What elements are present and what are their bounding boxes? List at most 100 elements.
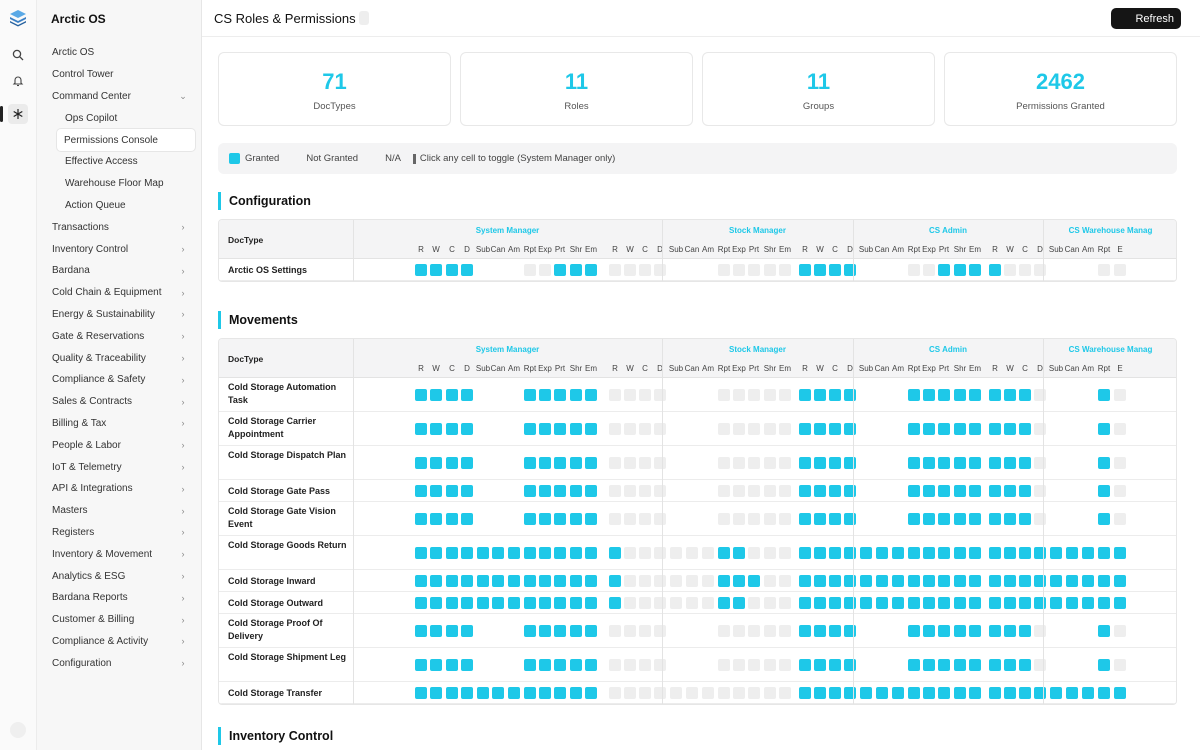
permission-cell-not-granted[interactable] xyxy=(1114,485,1126,497)
permission-cell-granted[interactable] xyxy=(814,597,826,609)
permission-cell-granted[interactable] xyxy=(954,597,966,609)
permission-cell-granted[interactable] xyxy=(718,597,730,609)
permission-cell-not-granted[interactable] xyxy=(1034,264,1046,276)
permission-cell-granted[interactable] xyxy=(860,547,872,559)
permission-cell-granted[interactable] xyxy=(415,264,427,276)
permission-cell-not-granted[interactable] xyxy=(609,423,621,435)
permission-cell-granted[interactable] xyxy=(876,687,888,699)
permission-cell-granted[interactable] xyxy=(430,485,442,497)
permission-cell-not-granted[interactable] xyxy=(639,625,651,637)
permission-cell-granted[interactable] xyxy=(508,575,520,587)
permission-cell-granted[interactable] xyxy=(923,687,935,699)
permission-cell-not-granted[interactable] xyxy=(686,597,698,609)
permission-cell-granted[interactable] xyxy=(461,513,473,525)
permission-cell-granted[interactable] xyxy=(554,659,566,671)
permission-cell-granted[interactable] xyxy=(554,264,566,276)
permission-cell-granted[interactable] xyxy=(539,457,551,469)
permission-cell-granted[interactable] xyxy=(1034,547,1046,559)
bell-icon[interactable] xyxy=(8,71,28,91)
permission-cell-granted[interactable] xyxy=(954,687,966,699)
permission-cell-granted[interactable] xyxy=(989,485,1001,497)
permission-cell-granted[interactable] xyxy=(908,485,920,497)
permission-cell-granted[interactable] xyxy=(446,457,458,469)
permission-cell-granted[interactable] xyxy=(923,389,935,401)
permission-cell-not-granted[interactable] xyxy=(639,513,651,525)
sidebar-item[interactable]: Gate & Reservations › xyxy=(45,325,195,347)
sidebar-item[interactable]: Permissions Console xyxy=(57,129,195,151)
permission-cell-not-granted[interactable] xyxy=(908,264,920,276)
permission-cell-not-granted[interactable] xyxy=(923,264,935,276)
permission-cell-granted[interactable] xyxy=(492,575,504,587)
permission-cell-not-granted[interactable] xyxy=(639,597,651,609)
permission-cell-granted[interactable] xyxy=(430,423,442,435)
permission-cell-granted[interactable] xyxy=(570,389,582,401)
permission-cell-granted[interactable] xyxy=(923,457,935,469)
permission-cell-not-granted[interactable] xyxy=(624,547,636,559)
permission-cell-granted[interactable] xyxy=(892,575,904,587)
permission-cell-granted[interactable] xyxy=(524,687,536,699)
permission-cell-granted[interactable] xyxy=(954,547,966,559)
permission-cell-granted[interactable] xyxy=(892,597,904,609)
permission-cell-granted[interactable] xyxy=(908,389,920,401)
permission-cell-not-granted[interactable] xyxy=(670,597,682,609)
sidebar-item[interactable]: Transactions › xyxy=(45,216,195,238)
permission-cell-granted[interactable] xyxy=(938,389,950,401)
permission-cell-granted[interactable] xyxy=(1098,597,1110,609)
permission-cell-granted[interactable] xyxy=(461,687,473,699)
permission-cell-not-granted[interactable] xyxy=(764,389,776,401)
permission-cell-not-granted[interactable] xyxy=(654,389,666,401)
permission-cell-not-granted[interactable] xyxy=(748,659,760,671)
permission-cell-not-granted[interactable] xyxy=(748,625,760,637)
permission-cell-not-granted[interactable] xyxy=(764,687,776,699)
permission-cell-granted[interactable] xyxy=(844,423,856,435)
permission-cell-granted[interactable] xyxy=(508,547,520,559)
permission-cell-granted[interactable] xyxy=(1019,575,1031,587)
sidebar-item[interactable]: Effective Access xyxy=(45,151,195,173)
permission-cell-not-granted[interactable] xyxy=(779,575,791,587)
permission-cell-granted[interactable] xyxy=(570,485,582,497)
permission-cell-granted[interactable] xyxy=(1004,389,1016,401)
permission-cell-granted[interactable] xyxy=(799,513,811,525)
permission-cell-granted[interactable] xyxy=(446,659,458,671)
permission-cell-granted[interactable] xyxy=(989,389,1001,401)
permission-cell-granted[interactable] xyxy=(844,687,856,699)
permission-cell-granted[interactable] xyxy=(829,485,841,497)
sidebar-item[interactable]: Warehouse Floor Map xyxy=(45,173,195,195)
permission-cell-granted[interactable] xyxy=(1019,625,1031,637)
permission-cell-granted[interactable] xyxy=(585,625,597,637)
permission-cell-granted[interactable] xyxy=(539,575,551,587)
permission-cell-not-granted[interactable] xyxy=(624,625,636,637)
permission-cell-granted[interactable] xyxy=(892,547,904,559)
permission-cell-granted[interactable] xyxy=(539,687,551,699)
permission-cell-granted[interactable] xyxy=(969,423,981,435)
permission-cell-granted[interactable] xyxy=(1098,513,1110,525)
permission-cell-granted[interactable] xyxy=(829,625,841,637)
permission-cell-not-granted[interactable] xyxy=(764,423,776,435)
sidebar-item[interactable]: API & Integrations › xyxy=(45,478,195,500)
permission-cell-granted[interactable] xyxy=(814,389,826,401)
permission-cell-granted[interactable] xyxy=(1004,625,1016,637)
permission-cell-granted[interactable] xyxy=(799,389,811,401)
permission-cell-granted[interactable] xyxy=(1098,625,1110,637)
permission-cell-granted[interactable] xyxy=(938,687,950,699)
permission-cell-granted[interactable] xyxy=(446,485,458,497)
permission-cell-not-granted[interactable] xyxy=(624,457,636,469)
permission-cell-granted[interactable] xyxy=(989,457,1001,469)
permission-cell-not-granted[interactable] xyxy=(718,423,730,435)
permission-cell-granted[interactable] xyxy=(799,625,811,637)
permission-cell-granted[interactable] xyxy=(570,513,582,525)
permission-cell-granted[interactable] xyxy=(829,687,841,699)
permission-cell-granted[interactable] xyxy=(748,575,760,587)
permission-cell-granted[interactable] xyxy=(1050,597,1062,609)
permission-cell-granted[interactable] xyxy=(461,597,473,609)
permission-cell-not-granted[interactable] xyxy=(609,625,621,637)
permission-cell-granted[interactable] xyxy=(1019,485,1031,497)
permission-cell-granted[interactable] xyxy=(1082,547,1094,559)
permission-cell-granted[interactable] xyxy=(954,575,966,587)
permission-cell-not-granted[interactable] xyxy=(1034,423,1046,435)
permission-cell-granted[interactable] xyxy=(585,485,597,497)
permission-cell-granted[interactable] xyxy=(814,625,826,637)
permission-cell-not-granted[interactable] xyxy=(779,659,791,671)
permission-cell-not-granted[interactable] xyxy=(1034,457,1046,469)
permission-cell-granted[interactable] xyxy=(492,687,504,699)
